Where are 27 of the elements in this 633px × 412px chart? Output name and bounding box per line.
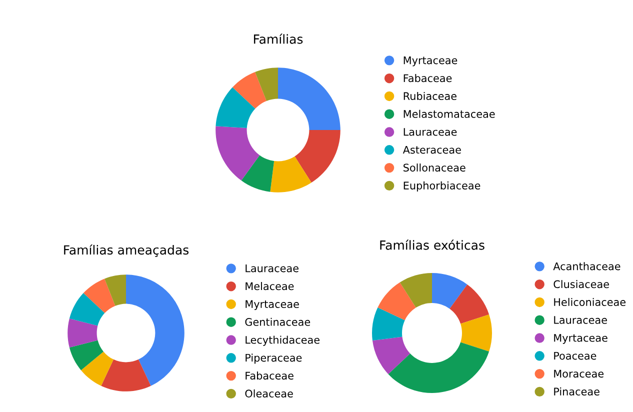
legend-label: Fabaceae <box>404 74 452 82</box>
legend-label: Melaceae <box>246 282 294 290</box>
chart-title: Famílias ameaçadas <box>64 244 189 257</box>
legend-label: Heliconiaceae <box>554 298 626 306</box>
legend-label: Sollonaceae <box>404 164 466 172</box>
legend-label: Moraceae <box>554 370 604 378</box>
legend-label: Oleaceae <box>245 389 293 398</box>
chart-title: Famílias exóticas <box>380 240 484 250</box>
chart-title: Famílias <box>254 34 303 44</box>
legend-label: Gentinaceae <box>245 318 310 326</box>
legend-label: Myrtaceae <box>404 56 458 66</box>
legend-label: Lauraceae <box>554 316 607 324</box>
legend-label: Fabaceae <box>246 372 294 380</box>
legend-label: Euphorbiaceae <box>404 181 480 192</box>
legend-label: Lecythidaceae <box>246 336 320 346</box>
legend-label: Myrtaceae <box>554 334 608 344</box>
legend-label: Rubiaceae <box>404 92 456 100</box>
legend-label: Piperaceae <box>246 354 302 364</box>
legend-label: Clusiaceae <box>554 280 609 288</box>
legend-label: Myrtaceae <box>246 300 299 310</box>
legend-label: Lauraceae <box>246 264 298 272</box>
legend-label: Pinaceae <box>554 387 600 396</box>
legend-label: Asteraceae <box>402 146 461 154</box>
legend-label: Lauraceae <box>404 128 457 136</box>
legend-label: Poaceae <box>554 352 596 360</box>
legend-label: Acanthaceae <box>553 262 620 270</box>
legend-label: Melastomataceae <box>404 110 495 118</box>
